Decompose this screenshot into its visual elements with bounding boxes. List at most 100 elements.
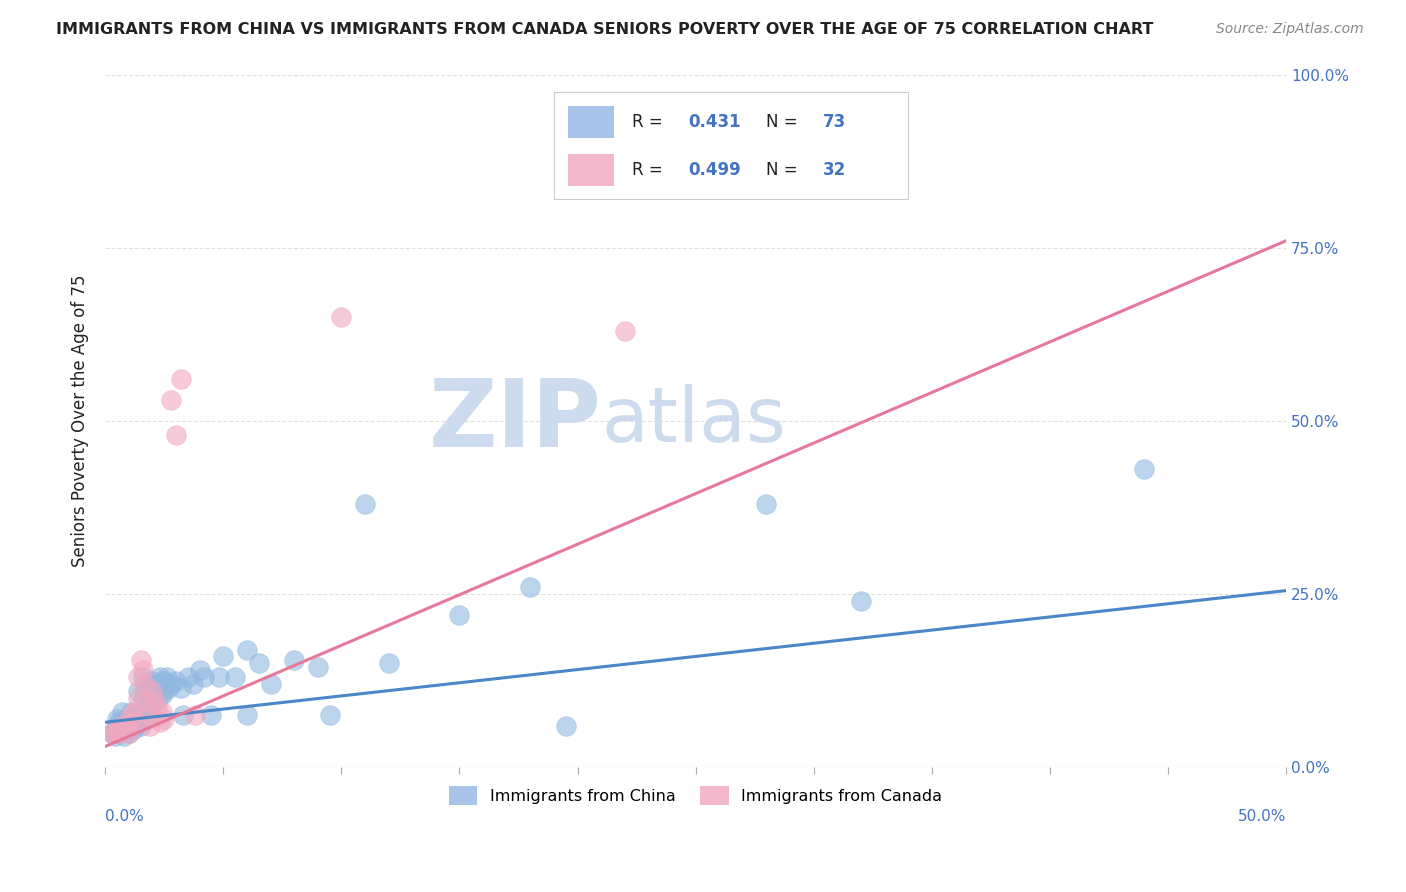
Point	[613, 324, 636, 338]
Point	[105, 722, 128, 736]
Point	[141, 698, 163, 712]
Point	[129, 705, 152, 719]
Point	[104, 729, 127, 743]
Point	[104, 722, 127, 736]
Point	[449, 607, 471, 622]
Point	[212, 649, 235, 664]
Point	[150, 705, 173, 719]
Text: 0.0%: 0.0%	[105, 809, 143, 824]
Point	[122, 712, 145, 726]
Point	[105, 719, 128, 733]
Point	[108, 725, 131, 739]
Point	[849, 594, 872, 608]
Point	[157, 681, 180, 695]
Point	[134, 694, 156, 708]
Point	[141, 673, 163, 688]
Point	[136, 677, 159, 691]
Point	[122, 705, 145, 719]
Point	[165, 427, 187, 442]
Point	[207, 670, 229, 684]
Point	[115, 719, 138, 733]
Point	[153, 673, 176, 688]
Point	[148, 715, 170, 730]
Point	[170, 681, 193, 695]
Point	[377, 657, 399, 671]
Point	[127, 684, 149, 698]
Text: atlas: atlas	[602, 384, 786, 458]
Point	[184, 708, 207, 723]
Point	[134, 684, 156, 698]
Legend: Immigrants from China, Immigrants from Canada: Immigrants from China, Immigrants from C…	[443, 780, 949, 811]
Point	[112, 722, 135, 736]
Point	[125, 708, 148, 723]
Point	[172, 708, 194, 723]
Point	[127, 670, 149, 684]
Point	[134, 701, 156, 715]
Point	[307, 660, 329, 674]
Point	[259, 677, 281, 691]
Point	[132, 694, 155, 708]
Point	[755, 497, 778, 511]
Point	[108, 715, 131, 730]
Point	[134, 677, 156, 691]
Point	[519, 580, 541, 594]
Point	[170, 372, 193, 386]
Point	[177, 670, 200, 684]
Text: IMMIGRANTS FROM CHINA VS IMMIGRANTS FROM CANADA SENIORS POVERTY OVER THE AGE OF : IMMIGRANTS FROM CHINA VS IMMIGRANTS FROM…	[56, 22, 1153, 37]
Point	[160, 393, 183, 408]
Point	[1133, 462, 1156, 476]
Point	[143, 677, 166, 691]
Point	[129, 719, 152, 733]
Point	[181, 677, 204, 691]
Point	[139, 681, 162, 695]
Text: ZIP: ZIP	[429, 375, 602, 467]
Point	[108, 725, 131, 739]
Point	[139, 708, 162, 723]
Point	[554, 719, 576, 733]
Point	[146, 681, 169, 695]
Point	[112, 729, 135, 743]
Point	[111, 705, 134, 719]
Point	[101, 725, 124, 739]
Point	[354, 497, 377, 511]
Point	[118, 725, 141, 739]
Text: Source: ZipAtlas.com: Source: ZipAtlas.com	[1216, 22, 1364, 37]
Point	[112, 719, 135, 733]
Point	[132, 663, 155, 677]
Point	[115, 712, 138, 726]
Point	[165, 673, 187, 688]
Point	[101, 725, 124, 739]
Point	[153, 684, 176, 698]
Point	[318, 708, 340, 723]
Point	[148, 670, 170, 684]
Point	[200, 708, 222, 723]
Point	[143, 694, 166, 708]
Point	[136, 708, 159, 723]
Text: 50.0%: 50.0%	[1237, 809, 1286, 824]
Point	[122, 722, 145, 736]
Point	[143, 691, 166, 706]
Point	[120, 715, 142, 730]
Point	[104, 725, 127, 739]
Point	[236, 708, 259, 723]
Y-axis label: Seniors Poverty Over the Age of 75: Seniors Poverty Over the Age of 75	[72, 275, 89, 567]
Point	[193, 670, 215, 684]
Point	[330, 310, 353, 324]
Point	[156, 670, 179, 684]
Point	[224, 670, 246, 684]
Point	[132, 670, 155, 684]
Point	[153, 712, 176, 726]
Point	[120, 708, 142, 723]
Point	[150, 677, 173, 691]
Point	[127, 715, 149, 730]
Point	[247, 657, 270, 671]
Point	[141, 684, 163, 698]
Point	[146, 701, 169, 715]
Point	[139, 719, 162, 733]
Point	[118, 719, 141, 733]
Point	[236, 642, 259, 657]
Point	[150, 688, 173, 702]
Point	[129, 653, 152, 667]
Point	[127, 691, 149, 706]
Point	[111, 722, 134, 736]
